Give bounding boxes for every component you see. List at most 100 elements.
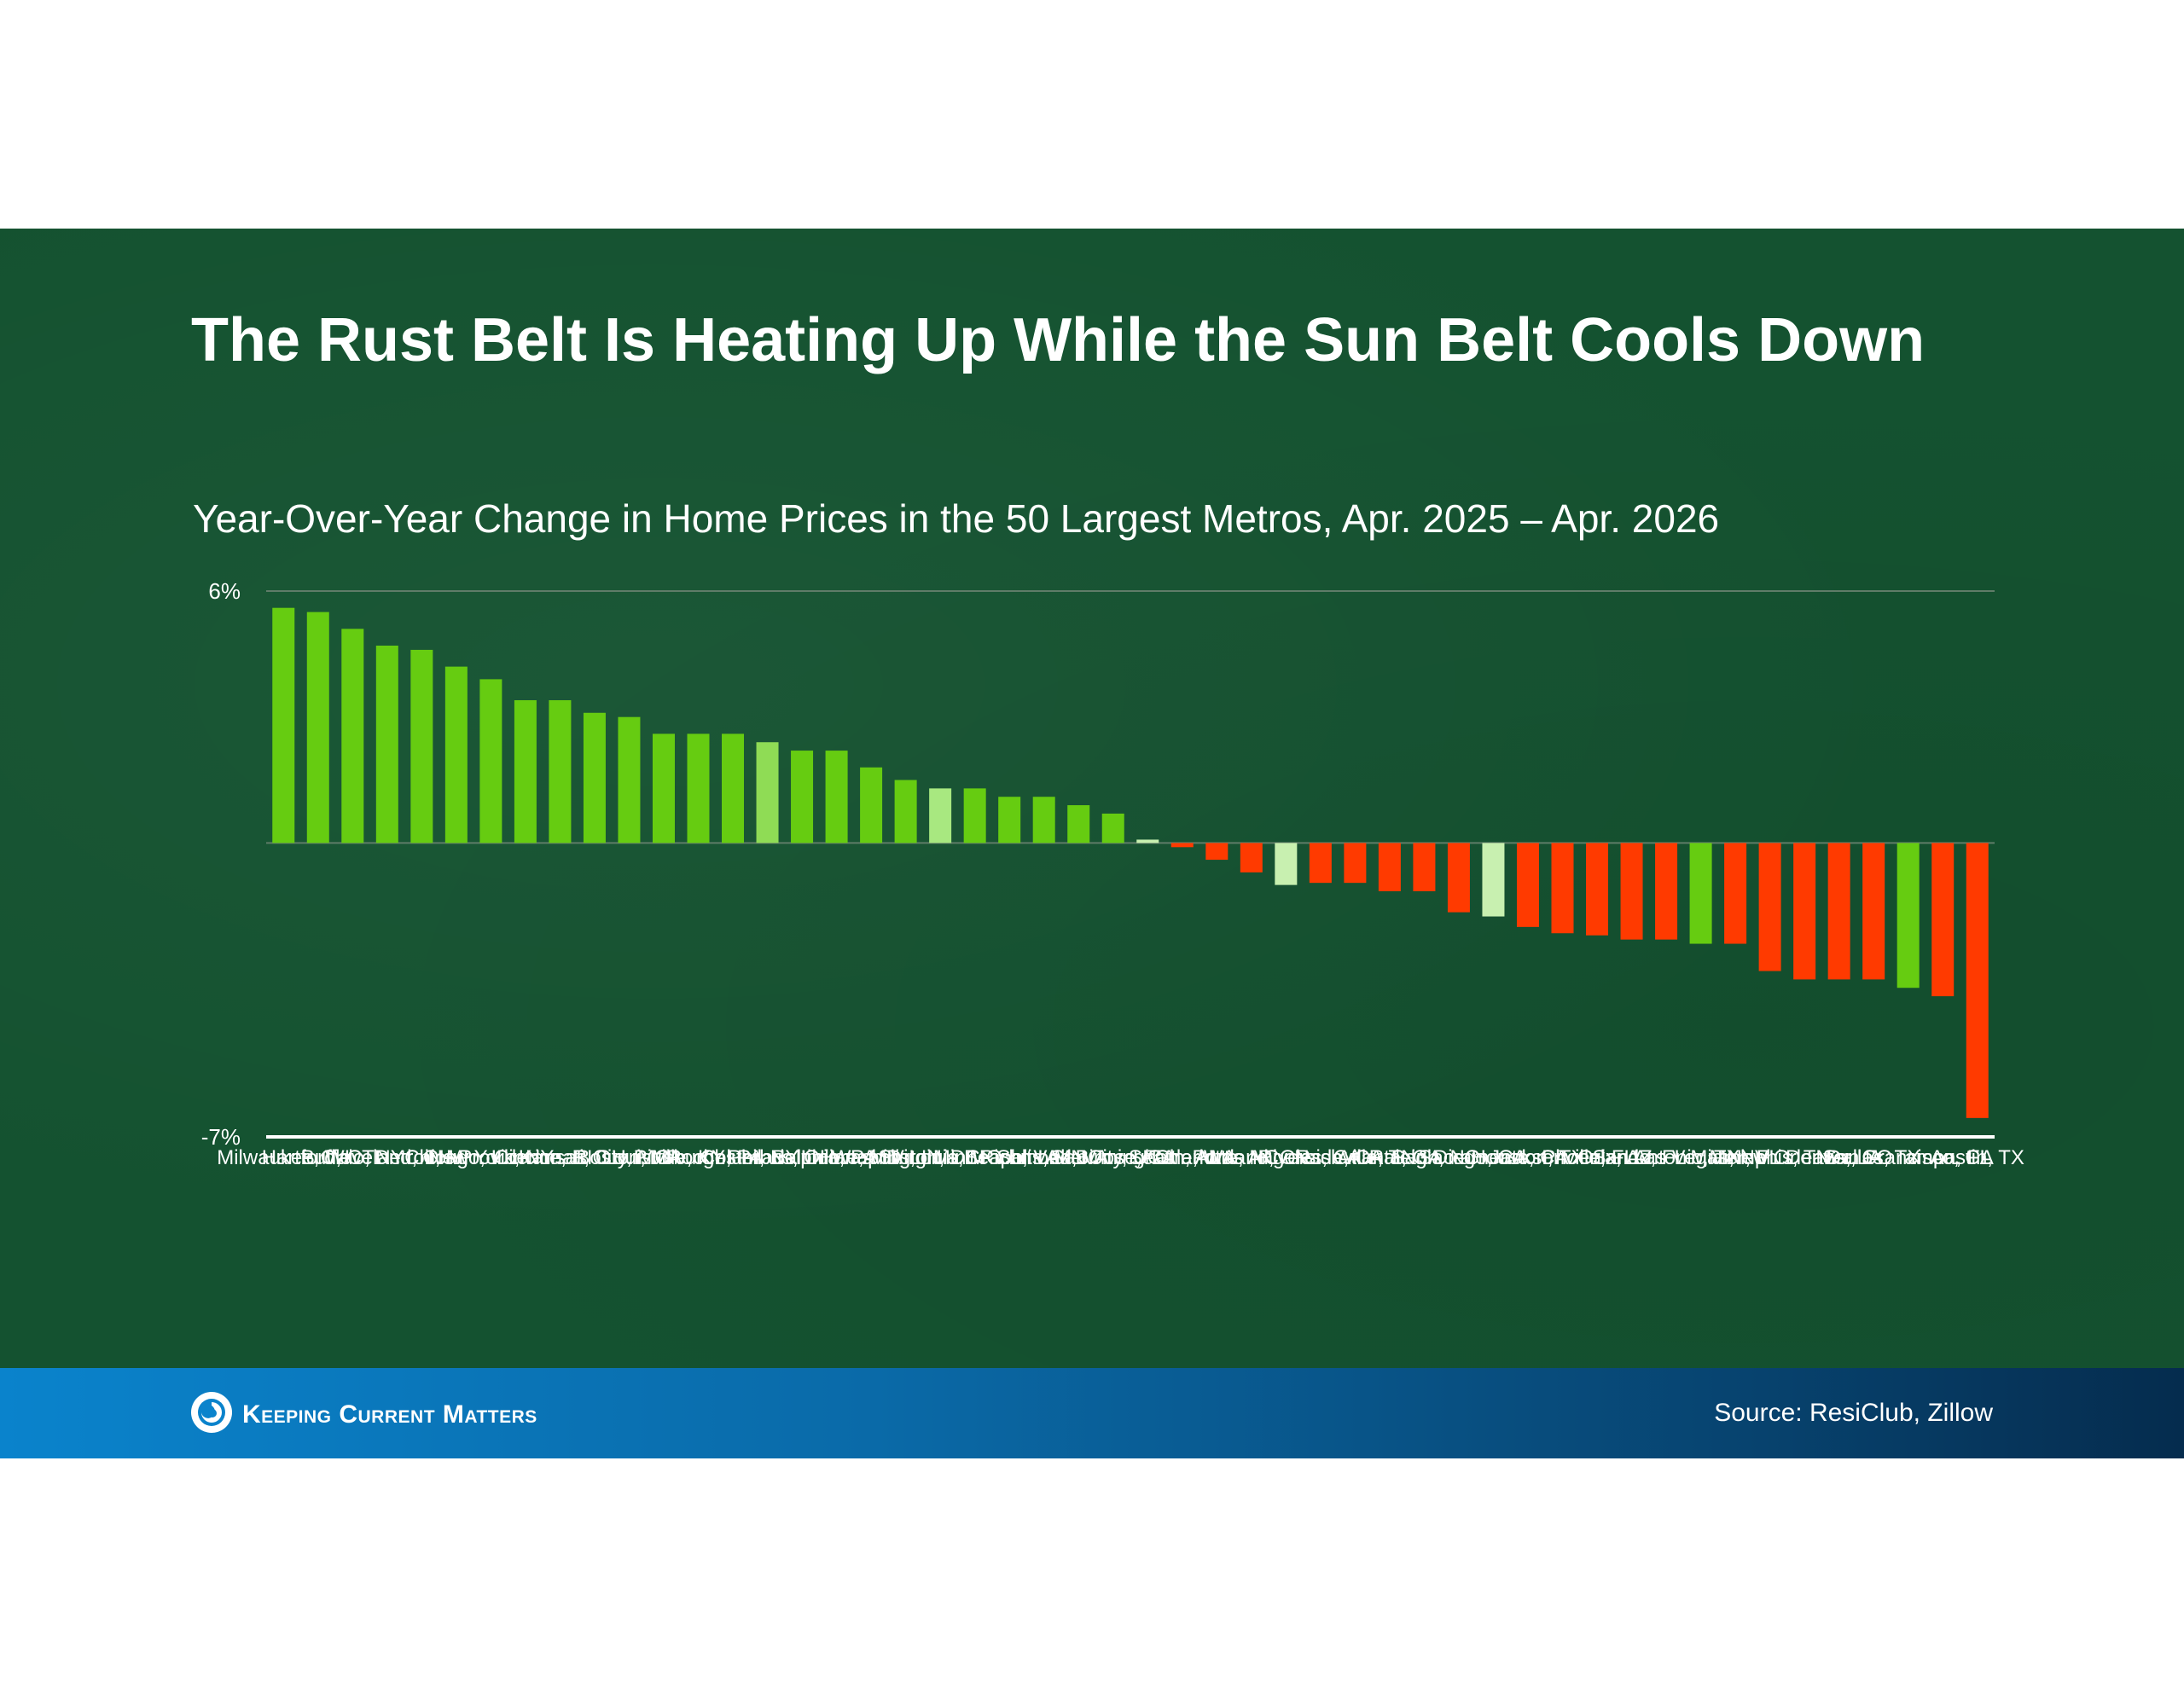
bar: [963, 788, 986, 844]
bar: [272, 607, 295, 844]
x-tick-label: Columbus, OH: [700, 1146, 834, 1169]
x-tick-label: Boston, MA: [576, 1146, 682, 1169]
bar: [894, 780, 917, 844]
x-tick-label: Baltimore, MD: [772, 1146, 902, 1169]
bar: [549, 700, 572, 844]
x-tick-label: Phoenix, AZ: [1542, 1146, 1652, 1169]
bar: [1447, 843, 1470, 913]
bar: [1758, 843, 1781, 971]
bar: [1827, 843, 1850, 980]
bar: [1482, 843, 1505, 917]
x-tick-label: Raleigh, NC: [1369, 1146, 1479, 1169]
x-tick-label: San Jose, CA: [1050, 1146, 1176, 1169]
x-tick-label: Milwaukee, WI: [217, 1146, 350, 1169]
bar: [1516, 843, 1539, 927]
bar: [756, 742, 779, 844]
bar: [444, 666, 468, 844]
x-tick-label: Hartford, CT: [262, 1146, 375, 1169]
bar: [1101, 813, 1124, 844]
x-tick-label: Richmond, VA: [979, 1146, 1109, 1169]
bar: [1655, 843, 1678, 940]
bar: [618, 716, 641, 844]
x-tick-label: Jacksonville, FL: [1490, 1146, 1635, 1169]
brand-name: Keeping Current Matters: [242, 1400, 537, 1429]
kcm-swirl-logo-icon: [191, 1392, 232, 1433]
x-tick-label: Kansas City, MO: [519, 1146, 671, 1169]
bar: [1344, 843, 1367, 884]
x-tick-label: Indianapolis, IN: [800, 1146, 941, 1169]
x-tick-label: Philadelphia, PA: [728, 1146, 876, 1169]
bar: [1931, 843, 1955, 997]
x-tick-label: Los Angeles, CA: [1211, 1146, 1362, 1169]
chart-subtitle: Year-Over-Year Change in Home Prices in …: [193, 496, 1720, 541]
bar: [1793, 843, 1816, 980]
x-tick-label: Riverside, CA: [1258, 1146, 1384, 1169]
bar: [1620, 843, 1643, 940]
bar: [1551, 843, 1574, 934]
bar: [1240, 843, 1263, 872]
bar: [1378, 843, 1401, 891]
slide-panel: The Rust Belt Is Heating Up While the Su…: [0, 229, 2184, 1368]
footer-bar: Keeping Current Matters Source: ResiClub…: [0, 1368, 2184, 1458]
bar: [583, 712, 606, 844]
y-tick-label: -7%: [201, 1124, 241, 1150]
x-tick-label: Nashville, TN: [1294, 1146, 1415, 1169]
bar: [341, 629, 364, 844]
x-tick-label: Virginia Beach, VA: [891, 1146, 1060, 1169]
bar: [652, 733, 675, 844]
x-tick-label: New York, NY: [427, 1146, 554, 1169]
bar: [1586, 843, 1609, 936]
x-tick-label: Sacramento, CA: [1418, 1146, 1568, 1169]
x-tick-label: San Antonio, TX: [1593, 1146, 1740, 1169]
bar: [1309, 843, 1332, 884]
x-tick-label: Orlando, FL: [1577, 1146, 1686, 1169]
bar: [1067, 805, 1090, 844]
x-tick-label: Providence, RI: [458, 1146, 592, 1169]
bar: [687, 733, 710, 844]
bar: [1275, 843, 1298, 885]
x-tick-label: Cleveland, OH: [321, 1146, 454, 1169]
bar: [825, 751, 848, 844]
x-tick-label: New Orleans, LA: [1727, 1146, 1881, 1169]
bar: [1136, 839, 1159, 844]
x-tick-label: Salt Lake City, UT: [996, 1146, 1160, 1169]
x-tick-label: Birmingham, AL: [1076, 1146, 1220, 1169]
x-tick-label: Austin, TX: [1931, 1146, 2024, 1169]
bar: [1170, 843, 1194, 848]
x-tick-label: Las Vegas, NV: [1633, 1146, 1769, 1169]
x-tick-label: Portland, OR: [1192, 1146, 1310, 1169]
x-tick-label: Houston, TX: [1471, 1146, 1584, 1169]
x-tick-label: St. Louis, MO: [878, 1146, 1002, 1169]
x-tick-label: San Francisco, CA: [1823, 1146, 1994, 1169]
chart-title: The Rust Belt Is Heating Up While the Su…: [191, 306, 1926, 374]
bar: [375, 646, 398, 844]
bar: [410, 649, 433, 844]
x-tick-label: Chicago, IL: [404, 1146, 508, 1169]
bar: [1896, 843, 1920, 988]
x-tick-label: Memphis, TN: [1709, 1146, 1830, 1169]
bar: [791, 751, 814, 844]
bar: [1966, 843, 1989, 1118]
x-tick-label: Pittsburgh, PA: [634, 1146, 764, 1169]
x-tick-label: Tampa, FL: [1895, 1146, 1991, 1169]
bar: [1724, 843, 1747, 944]
x-tick-label: Dallas, TX: [1827, 1146, 1920, 1169]
x-tick-label: Detroit, MI: [375, 1146, 469, 1169]
bar: [929, 788, 952, 844]
bar: [860, 767, 883, 844]
bar: [1413, 843, 1436, 891]
x-tick-label: Minneapolis, MN: [933, 1146, 1086, 1169]
bar: [1862, 843, 1885, 980]
x-tick-label: Miami, FL: [1690, 1146, 1780, 1169]
x-tick-label: San Diego, CA: [1391, 1146, 1527, 1169]
bar: [479, 679, 502, 844]
x-tick-label: Cincinnati, OH: [494, 1146, 626, 1169]
bar: [514, 700, 537, 844]
bar: [1032, 797, 1055, 844]
x-tick-label: Charlotte, NC: [1155, 1146, 1279, 1169]
x-tick-label: Washington, DC: [832, 1146, 980, 1169]
bar: [722, 733, 745, 844]
bar: [1205, 843, 1228, 861]
x-tick-label: Louisville, KY: [602, 1146, 725, 1169]
